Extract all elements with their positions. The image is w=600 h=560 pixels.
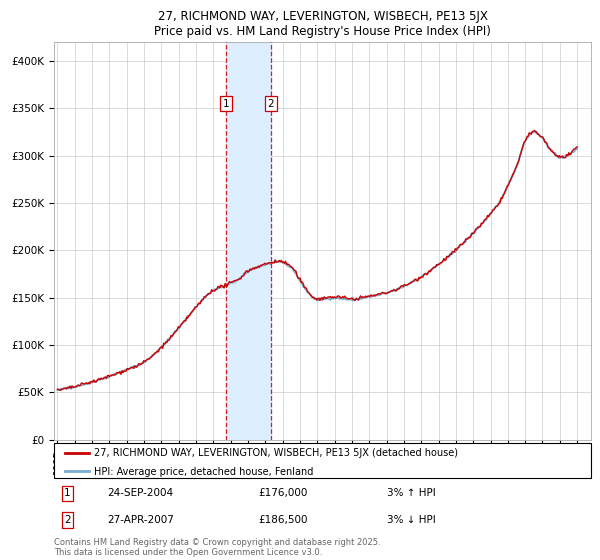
Text: 1: 1 — [223, 99, 229, 109]
Text: 27-APR-2007: 27-APR-2007 — [108, 515, 175, 525]
Title: 27, RICHMOND WAY, LEVERINGTON, WISBECH, PE13 5JX
Price paid vs. HM Land Registry: 27, RICHMOND WAY, LEVERINGTON, WISBECH, … — [154, 10, 491, 38]
Text: 2: 2 — [268, 99, 274, 109]
Text: £186,500: £186,500 — [258, 515, 308, 525]
Text: 3% ↓ HPI: 3% ↓ HPI — [387, 515, 436, 525]
Text: 2: 2 — [64, 515, 71, 525]
Text: £176,000: £176,000 — [258, 488, 307, 498]
Text: 24-SEP-2004: 24-SEP-2004 — [108, 488, 174, 498]
Text: Contains HM Land Registry data © Crown copyright and database right 2025.
This d: Contains HM Land Registry data © Crown c… — [54, 538, 380, 557]
Text: 3% ↑ HPI: 3% ↑ HPI — [387, 488, 436, 498]
Text: 27, RICHMOND WAY, LEVERINGTON, WISBECH, PE13 5JX (detached house): 27, RICHMOND WAY, LEVERINGTON, WISBECH, … — [94, 449, 458, 458]
Bar — [226, 42, 271, 440]
Text: HPI: Average price, detached house, Fenland: HPI: Average price, detached house, Fenl… — [94, 466, 314, 477]
Text: 1: 1 — [64, 488, 71, 498]
